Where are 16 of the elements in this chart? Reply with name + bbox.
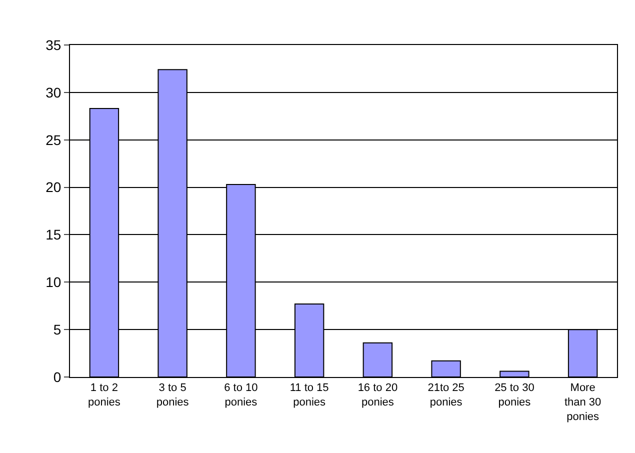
x-tick-label: 16 to 20 ponies xyxy=(358,382,398,408)
x-tick-label: 11 to 15 ponies xyxy=(290,382,329,408)
y-tick-label: 30 xyxy=(46,84,62,100)
x-tick-label: 25 to 30 ponies xyxy=(494,382,534,408)
y-tick-label: 0 xyxy=(53,368,62,385)
x-tick-label: 6 to 10 ponies xyxy=(224,382,258,408)
y-tick-label: 10 xyxy=(46,274,62,290)
x-tick-label: More than 30 ponies xyxy=(564,382,602,423)
x-tick-label: 3 to 5 ponies xyxy=(156,382,190,408)
y-tick-label: 5 xyxy=(53,321,62,338)
y-tick-label: 15 xyxy=(46,226,62,243)
y-tick-label: 35 xyxy=(46,36,62,53)
y-tick-label: 25 xyxy=(46,132,62,148)
y-tick-label: 20 xyxy=(46,179,62,196)
x-tick-label: 21to 25 ponies xyxy=(428,382,464,408)
x-tick-label: 1 to 2 ponies xyxy=(88,382,121,408)
